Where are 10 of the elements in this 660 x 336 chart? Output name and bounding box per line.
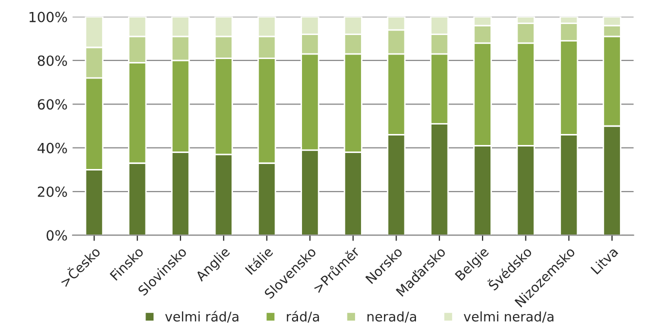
y-tick-label: 0%: [46, 230, 67, 241]
y-tick-label: 40%: [38, 142, 67, 154]
legend-label: rád/a: [286, 310, 319, 323]
y-tick-label: 20%: [38, 186, 67, 197]
y-tick-label: 80%: [38, 55, 67, 66]
y-tick-label: 60%: [38, 99, 67, 110]
legend-label: velmi nerad/a: [464, 311, 554, 323]
legend-label: velmi rád/a: [165, 310, 238, 323]
y-tick-label: 100%: [30, 12, 67, 22]
legend-label: nerad/a: [368, 311, 416, 323]
